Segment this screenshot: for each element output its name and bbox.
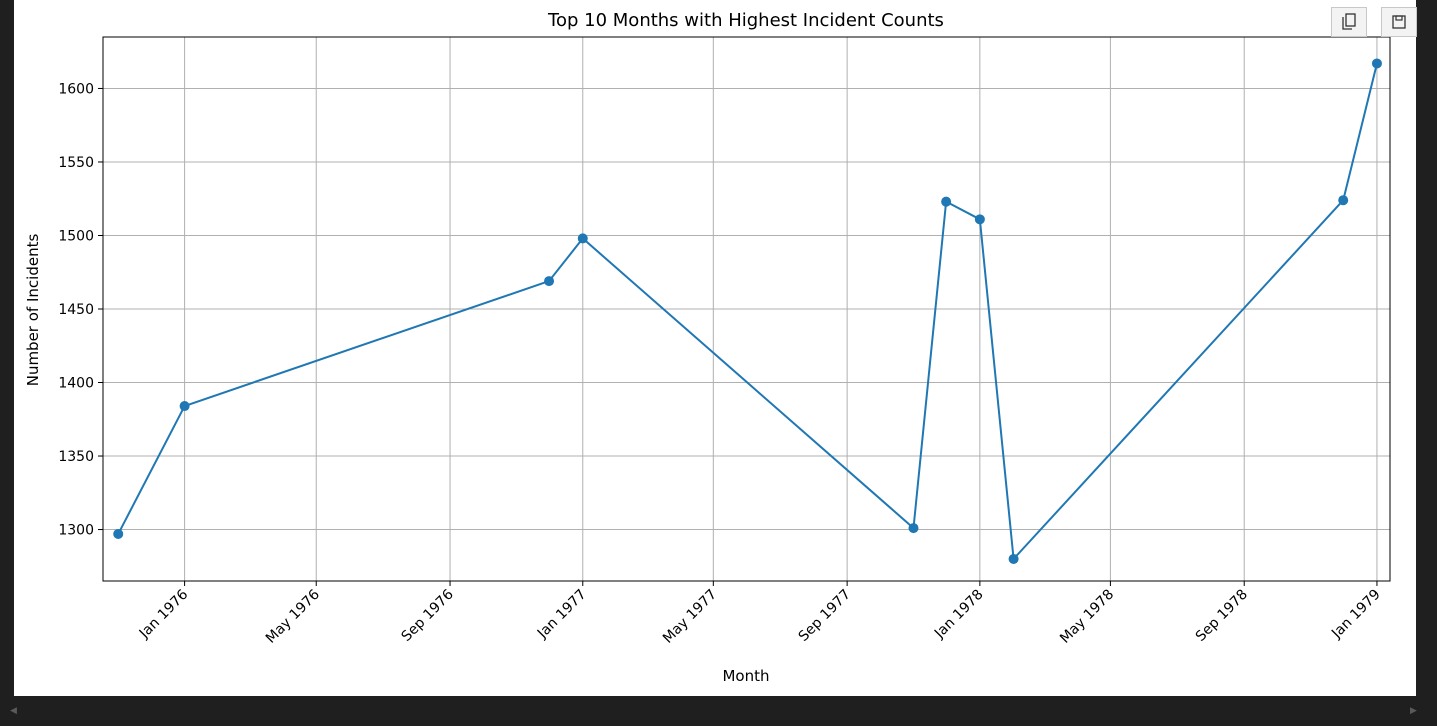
y-tick-label: 1300 <box>58 523 94 539</box>
data-point <box>577 233 588 244</box>
x-tick-label: May 1977 <box>660 587 720 647</box>
data-point <box>908 523 919 534</box>
y-tick-label: 1550 <box>58 155 94 171</box>
copy-button[interactable] <box>1331 7 1367 37</box>
copy-icon <box>1342 13 1356 30</box>
data-point <box>1371 58 1382 69</box>
data-point <box>1008 553 1019 564</box>
y-tick-label: 1350 <box>58 449 94 465</box>
x-tick-label: Jan 1977 <box>534 587 590 643</box>
chart-title: Top 10 Months with Highest Incident Coun… <box>547 10 944 31</box>
data-point <box>974 214 985 225</box>
scroll-left-icon[interactable]: ◀ <box>10 706 17 716</box>
x-tick-label: Jan 1978 <box>931 587 987 643</box>
x-tick-label: May 1978 <box>1057 587 1117 647</box>
chart-panel: Top 10 Months with Highest Incident Coun… <box>14 0 1417 696</box>
horizontal-scrollbar[interactable]: ◀ ▶ <box>0 696 1437 726</box>
x-axis-label: Month <box>722 667 769 685</box>
x-tick-label: Jan 1976 <box>136 586 192 642</box>
x-tick-label: Jan 1979 <box>1328 587 1384 643</box>
y-axis-label: Number of Incidents <box>24 234 42 387</box>
data-point <box>179 401 190 412</box>
data-point <box>1338 195 1349 206</box>
data-point <box>544 276 555 287</box>
y-tick-label: 1450 <box>58 302 94 318</box>
y-tick-label: 1400 <box>58 376 94 392</box>
x-tick-label: May 1976 <box>263 586 323 646</box>
line-chart: Top 10 Months with Highest Incident Coun… <box>24 10 1391 685</box>
x-tick-label: Sep 1977 <box>796 587 854 645</box>
y-tick-label: 1500 <box>58 228 94 244</box>
series-line <box>117 63 1378 560</box>
save-icon <box>1392 15 1406 29</box>
x-tick-label: Sep 1976 <box>399 586 457 644</box>
y-tick-label: 1600 <box>58 81 94 97</box>
data-point <box>113 528 124 539</box>
scroll-right-icon[interactable]: ▶ <box>1410 706 1417 716</box>
save-button[interactable] <box>1381 7 1417 37</box>
x-tick-label: Sep 1978 <box>1193 587 1251 645</box>
data-point <box>941 196 952 207</box>
